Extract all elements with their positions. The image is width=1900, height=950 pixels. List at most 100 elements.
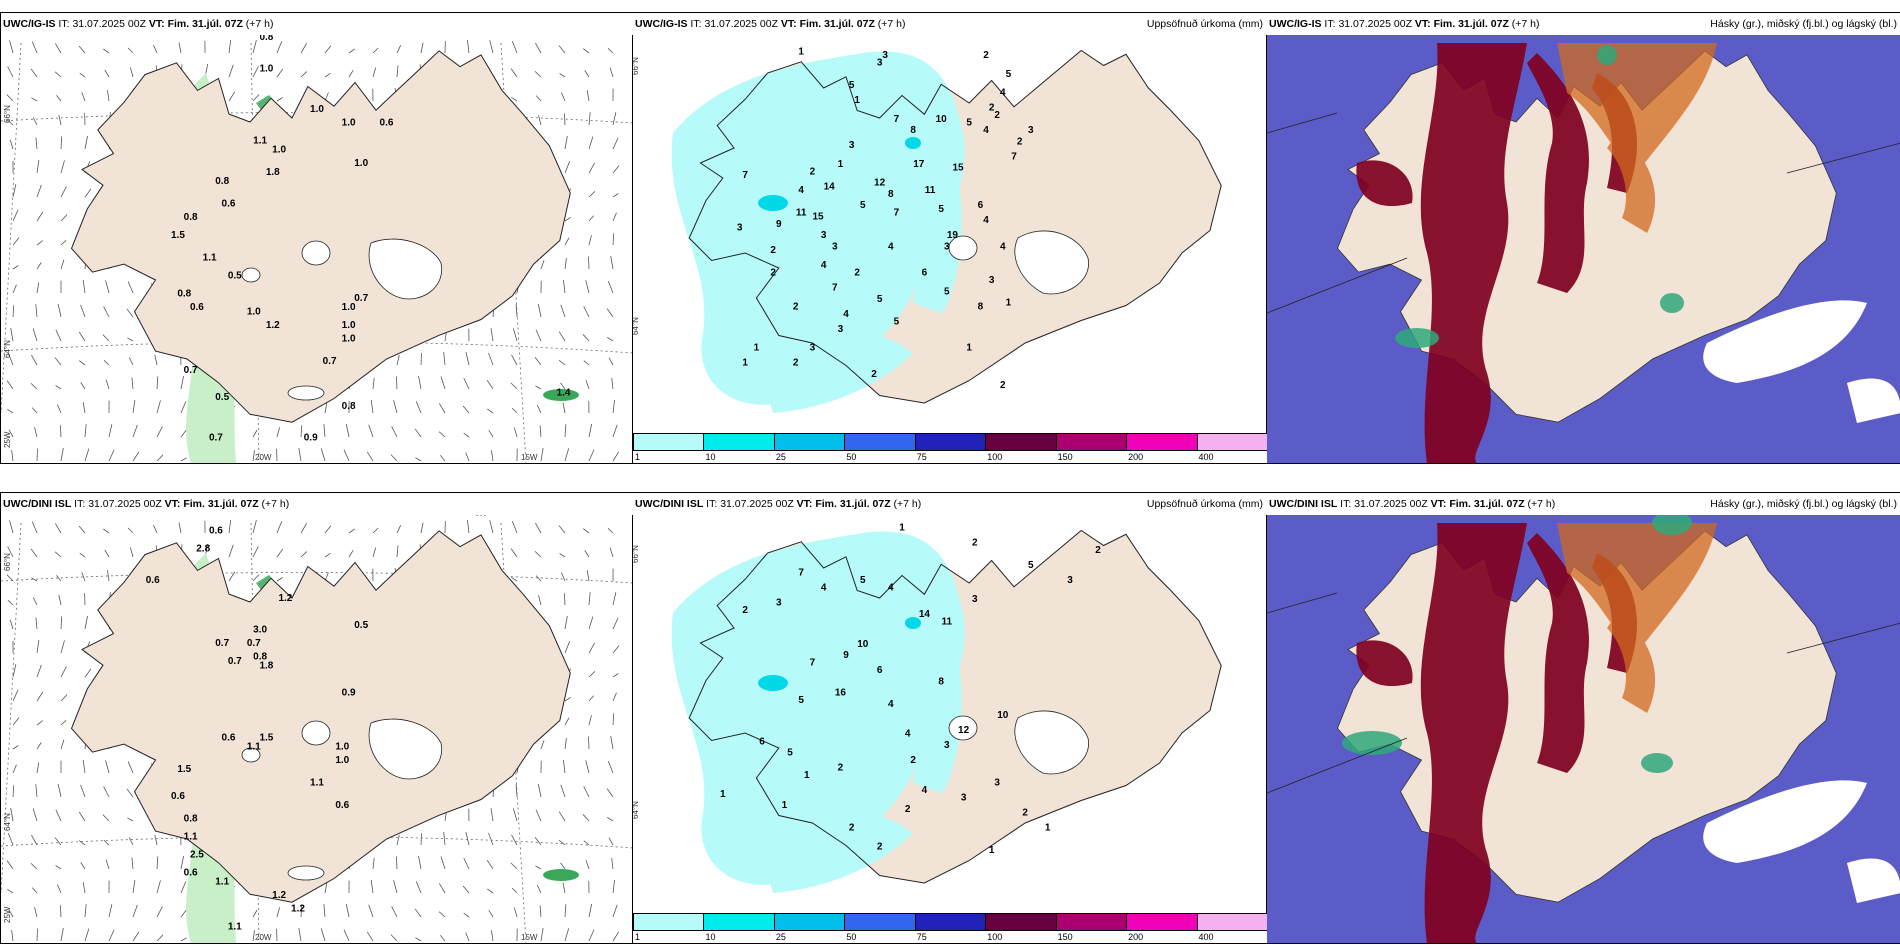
precip-value-label: 2: [770, 268, 776, 279]
glacier: [948, 715, 978, 741]
panel-header: UWC/DINI ISL IT: 31.07.2025 00Z VT: Fim.…: [1, 493, 633, 515]
precip-value-label: 3: [737, 223, 743, 234]
lon-label-20: 20W: [255, 933, 272, 942]
precip-value-label: 3: [944, 740, 950, 751]
colorbar-tick-label: 200: [1128, 452, 1144, 462]
gust-value-label: 0.8: [259, 32, 273, 43]
precip-value-label: 12: [958, 725, 970, 736]
gust-value-label: 0.6: [335, 800, 349, 811]
precip-value-label: 7: [810, 658, 816, 669]
colorbar-swatch: [773, 433, 846, 451]
gust-value-label: 0.8: [215, 176, 229, 187]
lat-label-64: 64°N: [632, 317, 640, 335]
colorbar-swatch: [1196, 913, 1267, 931]
iceland-landmass: [70, 50, 571, 423]
gust-value-label: 2.8: [196, 544, 210, 555]
precip-value-label: 2: [910, 755, 916, 766]
wind-map-panel-dini: UWC/DINI ISL IT: 31.07.2025 00Z VT: Fim.…: [0, 492, 634, 944]
precip-value-label: 3: [776, 598, 782, 609]
colorbar-tick-label: 100: [987, 932, 1003, 942]
gust-value-label: 0.8: [184, 212, 198, 223]
colorbar-tick-label: 1: [635, 932, 641, 942]
panel-header: UWC/IG-IS IT: 31.07.2025 00Z VT: Fim. 31…: [633, 13, 1267, 35]
convective-cells: [1395, 45, 1684, 348]
gust-value-label: 1.1: [253, 136, 267, 147]
precip-value-label: 1: [798, 46, 804, 57]
gust-value-label: 0.5: [228, 271, 242, 282]
colorbar-swatch: [773, 913, 846, 931]
precip-value-label: 12: [874, 178, 886, 189]
colorbar-tick-label: 75: [916, 932, 927, 942]
mid-cloud-layer: [1557, 523, 1717, 713]
colorbar-swatch: [1126, 913, 1198, 931]
precip-value-label: 5: [877, 294, 883, 305]
wind-gust-map: 0.62.80.70.61.20.70.70.83.00.71.81.50.50…: [1, 508, 633, 943]
gust-value-label: 1.0: [259, 64, 273, 75]
precip-value-label: 7: [894, 208, 900, 219]
map-borders: [1267, 592, 1900, 794]
gust-value-label: 1.0: [342, 118, 356, 129]
precip-value-label: 4: [821, 260, 827, 271]
gust-value-label: 1.2: [272, 890, 286, 901]
precip-value-label: 2: [983, 50, 989, 61]
model-name: UWC/IG-IS: [635, 18, 688, 30]
gust-value-label: 0.6: [209, 526, 223, 537]
cloud-cover-map: [1267, 511, 1900, 943]
precip-value-label: 9: [776, 219, 782, 230]
panel-header: UWC/IG-IS IT: 31.07.2025 00Z VT: Fim. 31…: [1, 13, 633, 35]
precip-value-label: 2: [871, 369, 877, 380]
gust-value-label: 1.0: [342, 334, 356, 345]
precip-value-label: 1: [782, 800, 788, 811]
precip-value-label: 16: [835, 688, 847, 699]
precip-value-label: 2: [810, 166, 816, 177]
precip-value-label: 1: [1006, 298, 1012, 309]
precip-value-label: 15: [812, 211, 824, 222]
gust-value-label: 1.0: [342, 302, 356, 313]
gust-value-label: 0.7: [323, 356, 337, 367]
precip-value-label: 3: [972, 594, 978, 605]
panel-header: UWC/IG-IS IT: 31.07.2025 00Z VT: Fim. 31…: [1267, 13, 1900, 35]
clear-sky-areas: [1703, 300, 1900, 423]
gust-value-label: 0.5: [215, 392, 229, 403]
colorbar-swatch: [844, 433, 916, 451]
precip-value-label: 4: [888, 583, 894, 594]
precip-value-label: 4: [821, 583, 827, 594]
precip-value-label: 5: [787, 748, 793, 759]
gust-value-label: 1.4: [557, 388, 571, 399]
precip-value-label: 2: [1022, 808, 1028, 819]
colorbar-tick-label: 50: [846, 932, 857, 942]
precip-value-label: 5: [938, 204, 944, 215]
precip-value-label: 3: [877, 58, 883, 69]
panel-title: Hásky (gr.), miðský (fj.bl.) og lágský (…: [1710, 498, 1897, 510]
panel-header: UWC/DINI ISL IT: 31.07.2025 00Z VT: Fim.…: [633, 493, 1267, 515]
precip-value-label: 2: [905, 804, 911, 815]
wind-gust-map: 0.8 1.0 1.0 1.0 0.6 1.1 1.0 1.8 0.8 1.0 0.6 0.8 1.5 1…: [1, 32, 633, 463]
gust-value-label: 1.5: [177, 764, 191, 775]
colorbar-tick-label: 1: [635, 452, 641, 462]
precip-value-label: 3: [944, 241, 950, 252]
cloud-map-panel-dini: UWC/DINI ISL IT: 31.07.2025 00Z VT: Fim.…: [1266, 492, 1900, 944]
gust-value-label: 0.6: [380, 118, 394, 129]
glacier: [301, 240, 331, 266]
lat-label-66: 66°N: [632, 57, 640, 75]
precip-value-label: 4: [922, 785, 928, 796]
precip-value-label: 5: [849, 80, 855, 91]
gust-value-label: 1.0: [335, 755, 349, 766]
colorbar-tick-label: 400: [1198, 452, 1214, 462]
precip-value-label: 1: [838, 159, 844, 170]
gust-value-label: 1.0: [247, 307, 261, 318]
precip-value-label: 2: [854, 268, 860, 279]
precip-value-label: 19: [947, 230, 959, 241]
gust-value-label: 1.1: [247, 742, 261, 753]
precip-value-label: 2: [877, 841, 883, 852]
colorbar-swatch: [1055, 913, 1128, 931]
mid-cloud-layer: [1557, 43, 1717, 233]
precip-value-label: 8: [888, 189, 894, 200]
precip-value-label: 2: [989, 103, 995, 114]
precip-value-label: 14: [919, 609, 931, 620]
glacier: [1014, 710, 1089, 775]
glacier: [287, 385, 325, 401]
lat-label-64: 64°N: [3, 813, 12, 831]
glacier: [287, 865, 325, 881]
